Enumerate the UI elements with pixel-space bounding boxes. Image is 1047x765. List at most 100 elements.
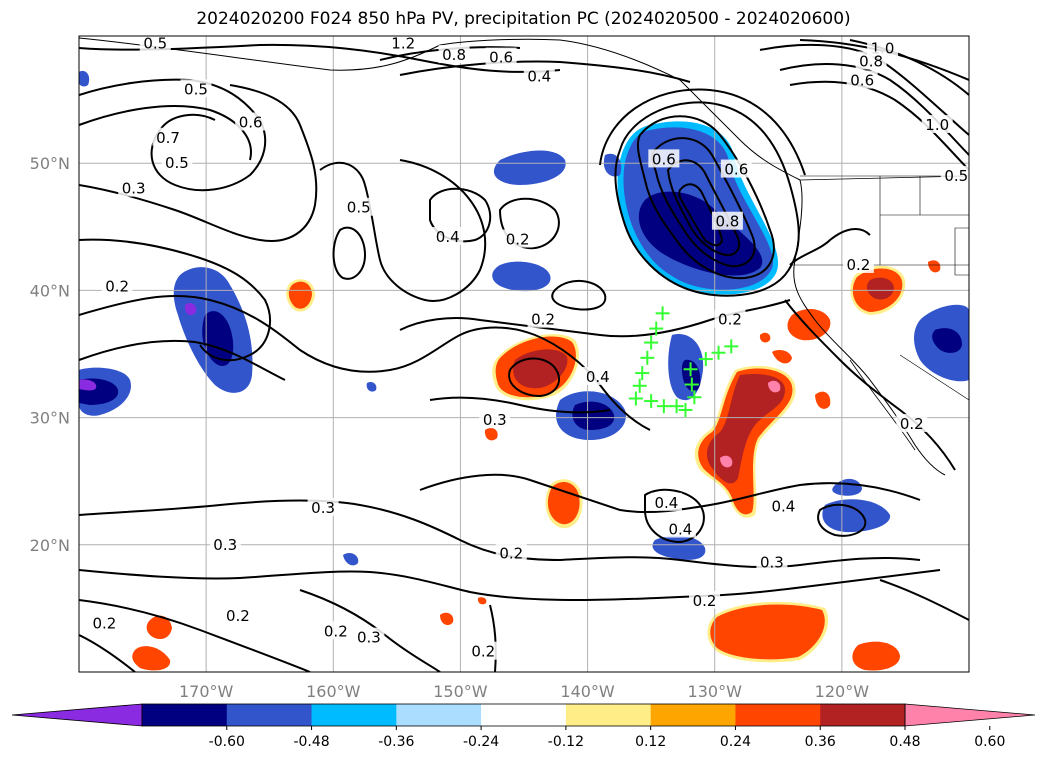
- contour-label: 0.5: [139, 35, 171, 53]
- contour-label: 0.8: [438, 45, 470, 64]
- contour-label: 1.0: [921, 115, 953, 134]
- contour-e-02: [789, 228, 871, 266]
- contour-s-9: [489, 604, 497, 672]
- neg-region-west-purple: [184, 302, 197, 316]
- pos-region-s-central-orange: [547, 481, 580, 525]
- contour-label-text: 0.3: [311, 499, 335, 517]
- contour-label-text: 0.4: [586, 368, 610, 386]
- neg-region-hawaii: [343, 552, 359, 566]
- contour-c-03: [429, 396, 611, 414]
- contour-gulf-outer-2: [599, 88, 806, 176]
- colorbar-tick-label: -0.36: [378, 734, 414, 750]
- plot-frame: [78, 35, 970, 673]
- contour-label: 0.3: [209, 534, 241, 554]
- marker-cross: [640, 350, 655, 365]
- axis-labels: 170°W 160°W 150°W 140°W 130°W 120°W 20°N 30°N 40…: [30, 154, 870, 701]
- contour-gulf-outer: [614, 101, 800, 297]
- contour-label: 0.2: [527, 309, 559, 329]
- colorbar-tick-label: 0.12: [635, 734, 666, 750]
- colorbar-extend-max: [904, 703, 1036, 727]
- lat-tick-label: 30°N: [30, 409, 70, 428]
- contour-label: 0.5: [940, 165, 969, 185]
- lat-tick-label: 20°N: [30, 536, 70, 555]
- contour-label-text: 0.8: [442, 46, 466, 64]
- contour-label: 0.2: [101, 276, 133, 296]
- contour-gulf-3: [666, 159, 740, 256]
- marker-cross: [632, 378, 647, 393]
- pos-region-small-4: [815, 391, 831, 409]
- contour-label-text: 0.8: [715, 213, 739, 231]
- contour-label-text: 0.2: [92, 615, 116, 633]
- contour-nw-4: [79, 238, 271, 362]
- contour-gulf-1: [636, 115, 775, 280]
- contour-w-2: [79, 339, 286, 381]
- contour-label: 0.2: [467, 641, 499, 661]
- pos-region-south-west-1: [146, 615, 172, 640]
- contour-label-text: 0.2: [506, 231, 530, 249]
- contour-label-text: 0.2: [718, 311, 742, 329]
- contour-label: 0.4: [523, 66, 555, 86]
- neg-region-n-central-1: [493, 150, 566, 185]
- contour-label: 0.4: [767, 496, 799, 516]
- contour-label: 0.6: [648, 149, 680, 168]
- contour-label-text: 0.5: [143, 35, 167, 53]
- contour-label-text: 0.3: [357, 629, 381, 647]
- contour-label-text: 0.4: [654, 494, 678, 512]
- contour-s-5: [79, 569, 941, 602]
- marker-cross: [724, 339, 739, 354]
- colorbar-segment: [311, 704, 397, 726]
- contour-label: 0.4: [664, 519, 696, 539]
- contour-label-text: 0.8: [859, 52, 883, 70]
- contour-label-text: 0.2: [531, 311, 555, 329]
- contour-c-ring-loop: [508, 357, 560, 398]
- contour-label: 0.2: [842, 254, 874, 274]
- contour-label-text: 1.2: [391, 35, 415, 53]
- contour-label-text: 0.5: [944, 167, 968, 185]
- contour-label: 0.2: [689, 590, 721, 610]
- contour-s-2: [644, 488, 705, 544]
- contour-label: 0.7: [152, 127, 184, 147]
- contour-label-text: 0.2: [324, 622, 348, 640]
- contour-label-text: 0.4: [771, 498, 795, 516]
- colorbar-tick-label: 0.36: [805, 734, 836, 750]
- pos-region-band-pink-2: [720, 455, 733, 468]
- marker-crosses: [628, 306, 739, 417]
- pos-region-coast-3: [928, 260, 941, 273]
- colorbar-extend-min: [11, 703, 143, 727]
- contour-label: 0.4: [582, 366, 614, 386]
- coastline-alaska: [79, 37, 801, 181]
- colorbar-segment: [396, 704, 482, 726]
- marker-cross: [656, 399, 671, 414]
- contour-s-7: [79, 634, 136, 672]
- contour-labels: 0.5 1.2 0.8 0.6 0.4 0.5 0.6 0.7 0.5 0.3 0.5 0.4 0.2 0…: [88, 35, 969, 661]
- colorbar-segment: [226, 704, 313, 726]
- contour-label-text: 0.6: [850, 72, 874, 90]
- marker-cross: [669, 399, 684, 414]
- border-states-1: [879, 176, 969, 266]
- contour-gulf-4: [678, 183, 724, 247]
- contour-label-text: 0.6: [724, 161, 748, 179]
- map-title: 2024020200 F024 850 hPa PV, precipitatio…: [196, 9, 851, 29]
- contour-ne-5: [849, 39, 969, 96]
- pos-region-small-3: [772, 350, 792, 364]
- marker-cross: [644, 335, 659, 350]
- marker-cross: [683, 362, 698, 377]
- pos-region-coast-1-core: [866, 277, 894, 300]
- colorbar-segment: [735, 704, 821, 726]
- colorbar-tick-label: 0.48: [889, 734, 920, 750]
- colorbar-tick-label: -0.12: [548, 734, 584, 750]
- contour-label-text: 0.5: [347, 199, 371, 217]
- border-states-5: [954, 227, 969, 276]
- contour-label-text: 0.2: [693, 592, 717, 610]
- contour-e-coast: [784, 299, 956, 471]
- colorbar-segment: [820, 704, 906, 726]
- marker-cross: [655, 306, 670, 321]
- pos-region-south-small-2: [477, 597, 487, 605]
- contour-s-8: [299, 589, 441, 672]
- contour-north-2: [399, 60, 691, 83]
- contour-label: 1.2: [387, 35, 419, 53]
- contour-label-text: 0.4: [668, 521, 692, 539]
- contour-label-text: 0.6: [239, 113, 263, 131]
- border-mexico: [899, 354, 969, 401]
- contour-nw-3: [79, 84, 318, 242]
